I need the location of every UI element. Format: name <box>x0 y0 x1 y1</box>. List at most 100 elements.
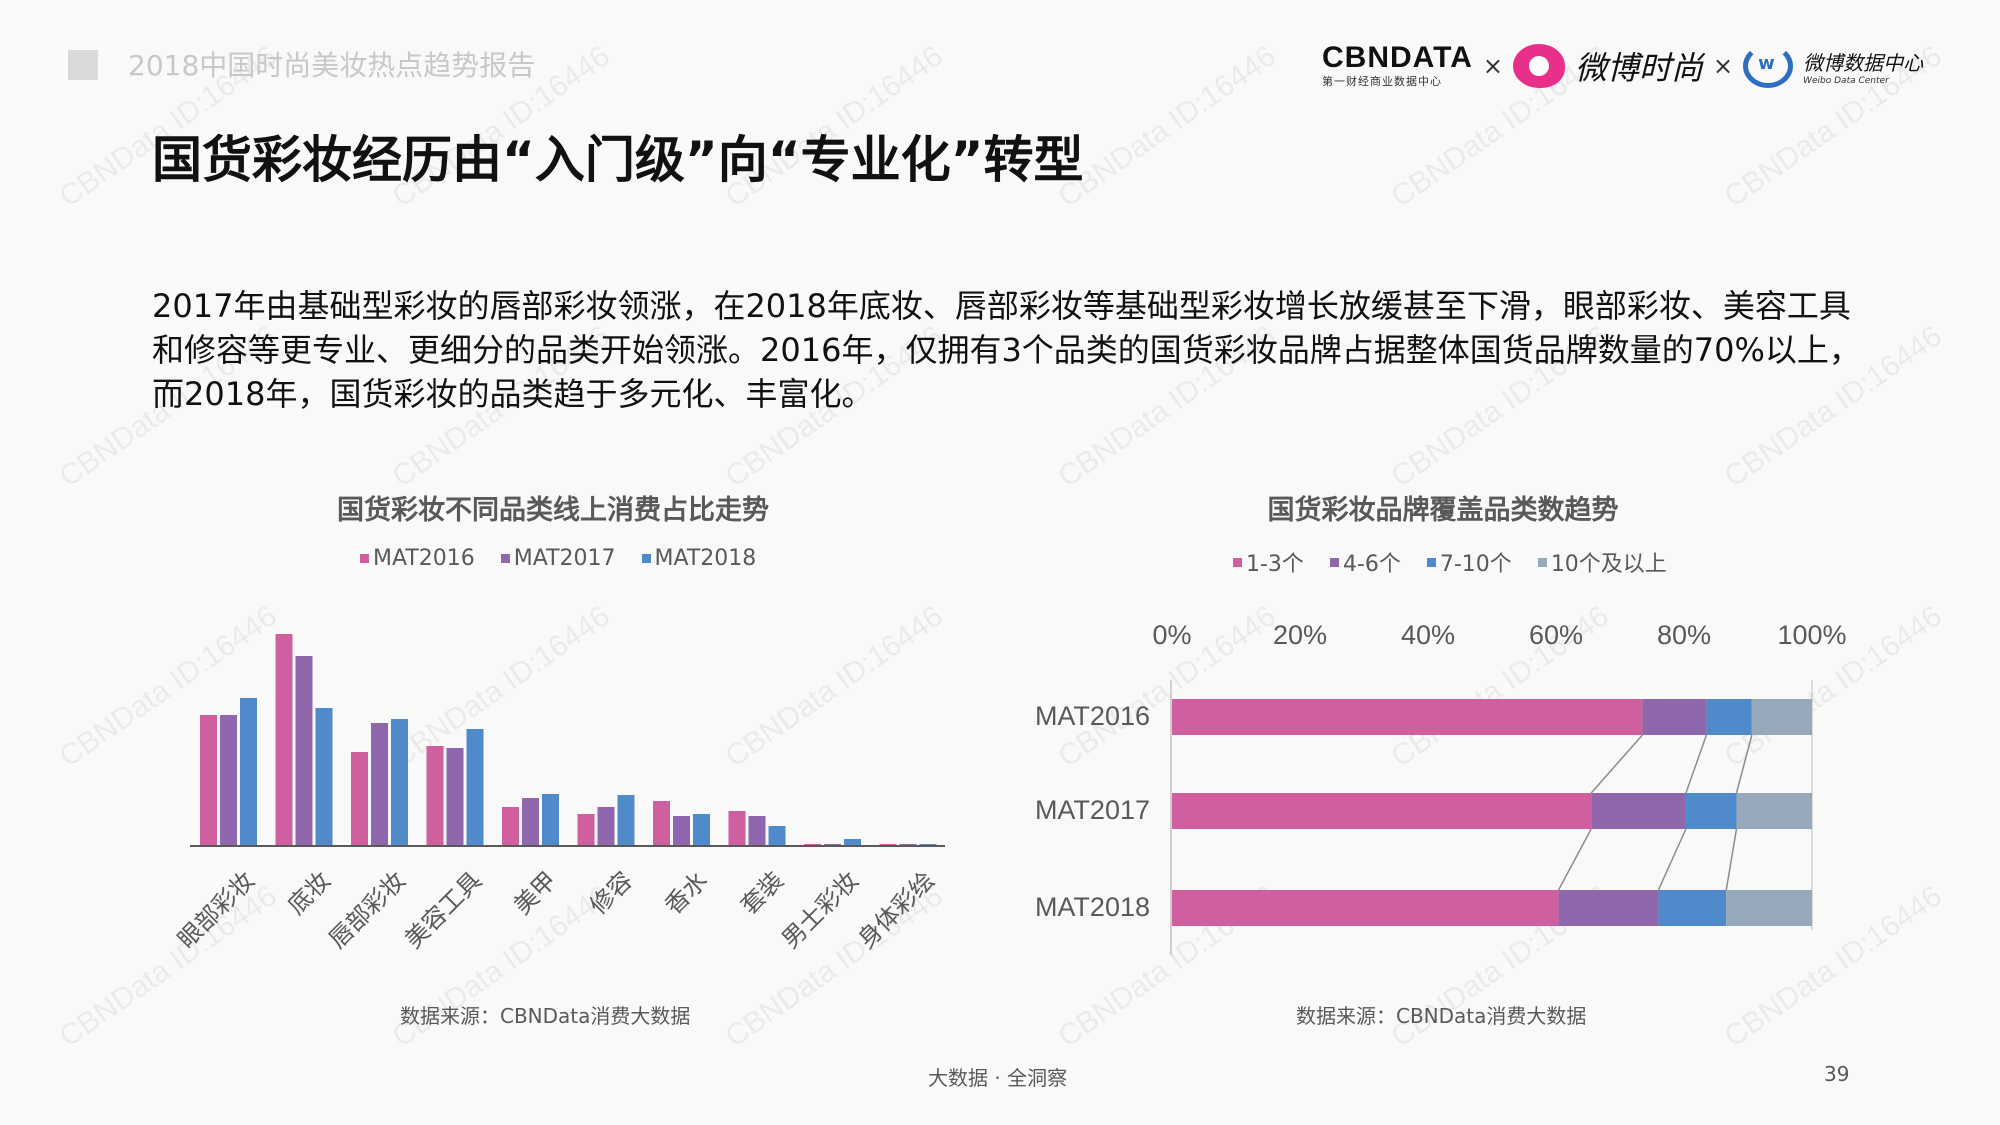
bar <box>295 656 313 846</box>
bar-segment <box>1658 890 1727 926</box>
legend-swatch-icon <box>1329 557 1339 567</box>
bar <box>391 719 408 846</box>
left-chart-source: 数据来源：CBNData消费大数据 <box>400 1004 691 1028</box>
bar-segment <box>1706 699 1752 735</box>
x-axis-tick: 40% <box>1400 620 1456 650</box>
x-axis-tick: 80% <box>1656 620 1712 650</box>
bar <box>748 816 766 846</box>
bar-segment <box>1172 793 1592 829</box>
bar-segment <box>1642 699 1707 735</box>
x-axis-tick: 60% <box>1528 620 1584 650</box>
bar <box>542 794 559 846</box>
legend-label: 1-3个 <box>1246 552 1304 577</box>
legend-swatch-icon <box>500 554 510 563</box>
left-bar-chart <box>190 634 945 847</box>
legend-swatch-icon <box>641 554 651 563</box>
header-marker <box>68 50 98 80</box>
bar <box>351 752 368 846</box>
x-axis-tick: 20% <box>1272 620 1328 650</box>
series-line <box>1590 734 1643 794</box>
bar-segment <box>1172 890 1559 926</box>
series-line <box>1557 828 1592 891</box>
bar <box>371 723 388 846</box>
legend-item: MAT2017 <box>500 546 616 571</box>
series-line <box>1725 828 1738 891</box>
y-axis-label: MAT2018 <box>1034 892 1150 922</box>
x-axis-label: 底妆 <box>281 866 336 920</box>
x-axis-tick: 100% <box>1777 620 1847 650</box>
legend-label: 7-10个 <box>1439 552 1512 577</box>
right-chart-legend: 1-3个 4-6个 7-10个 10个及以上 <box>1233 546 1667 578</box>
bar <box>200 715 217 846</box>
bar <box>522 798 539 846</box>
weibo-data-center-cn: 微博数据中心 <box>1803 50 1924 75</box>
y-axis-label: MAT2016 <box>1034 701 1150 731</box>
bar <box>315 708 333 846</box>
bar <box>693 814 710 846</box>
x-axis-label: 身体彩绘 <box>851 866 940 954</box>
cbndata-logo-text: CBNDATA <box>1322 41 1473 74</box>
bar <box>728 811 746 846</box>
x-axis-label: 美容工具 <box>398 866 487 954</box>
bar <box>240 698 257 846</box>
right-stacked-bar-chart <box>1170 680 1813 955</box>
weibo-data-center-text: 微博数据中心 Weibo Data Center <box>1803 47 1923 86</box>
x-axis-label: 修容 <box>583 866 638 920</box>
legend-label: 10个及以上 <box>1550 552 1667 577</box>
right-chart-title: 国货彩妆品牌覆盖品类数趋势 <box>1267 495 1619 526</box>
x-axis-label: 唇部彩妆 <box>323 866 412 954</box>
legend-swatch-icon <box>360 554 369 563</box>
x-axis-tick: 0% <box>1152 620 1192 650</box>
legend-swatch-icon <box>1426 557 1436 567</box>
watermark-text: CBNData ID:16446 <box>1052 39 1282 214</box>
cbndata-logo-subtitle: 第一财经商业数据中心 <box>1322 75 1442 88</box>
legend-item: 4-6个 <box>1329 546 1401 578</box>
right-chart-source: 数据来源：CBNData消费大数据 <box>1296 1004 1587 1028</box>
report-title: 2018中国时尚美妆热点趋势报告 <box>128 49 536 82</box>
x-axis-label: 美甲 <box>508 866 563 920</box>
bar <box>577 814 595 846</box>
weibo-data-center-icon: w <box>1743 44 1794 88</box>
bar-segment <box>1172 699 1643 735</box>
bar <box>502 807 519 846</box>
weibo-fashion-icon <box>1512 44 1565 88</box>
bar <box>768 826 786 846</box>
bar <box>653 801 670 846</box>
legend-label: MAT2018 <box>654 546 757 571</box>
legend-item: MAT2016 <box>360 546 475 571</box>
partner-logos: CBNDATA 第一财经商业数据中心 × 微博时尚 × w 微博数据中心 Wei… <box>1322 36 1923 96</box>
footer-tagline: 大数据 · 全洞察 <box>928 1066 1068 1090</box>
bar <box>597 807 615 846</box>
series-line <box>1685 734 1708 794</box>
bar <box>446 748 464 846</box>
bar <box>426 746 444 846</box>
weibo-fashion-text: 微博时尚 <box>1574 49 1703 87</box>
legend-swatch-icon <box>1233 557 1242 567</box>
page-number: 39 <box>1824 1062 1850 1086</box>
legend-item: 1-3个 <box>1233 546 1304 578</box>
bar-segment <box>1751 699 1812 735</box>
legend-label: MAT2016 <box>373 546 475 571</box>
weibo-data-center-en: Weibo Data Center <box>1803 75 1889 86</box>
left-chart-legend: MAT2016 MAT2017 MAT2018 <box>360 546 756 571</box>
bar-segment <box>1591 793 1686 829</box>
times-icon: × <box>1713 52 1734 80</box>
legend-swatch-icon <box>1537 557 1547 567</box>
series-line <box>1735 734 1753 794</box>
bar <box>617 795 635 846</box>
cbndata-logo: CBNDATA 第一财经商业数据中心 <box>1322 43 1473 89</box>
x-axis-label: 套装 <box>734 866 789 920</box>
bar <box>844 839 861 846</box>
times-icon: × <box>1482 52 1503 80</box>
x-axis-label: 香水 <box>659 866 714 920</box>
bar-segment <box>1558 890 1659 926</box>
bar <box>220 715 237 846</box>
series-line <box>1657 828 1687 891</box>
bar <box>466 729 484 846</box>
bar-segment <box>1736 793 1812 829</box>
legend-label: MAT2017 <box>513 546 616 571</box>
bar-segment <box>1685 793 1737 829</box>
page-title: 国货彩妆经历由“入门级”向“专业化”转型 <box>152 131 1084 189</box>
x-axis-label: 男士彩妆 <box>776 866 865 954</box>
watermark-text: CBNData ID:16446 <box>53 879 283 1054</box>
